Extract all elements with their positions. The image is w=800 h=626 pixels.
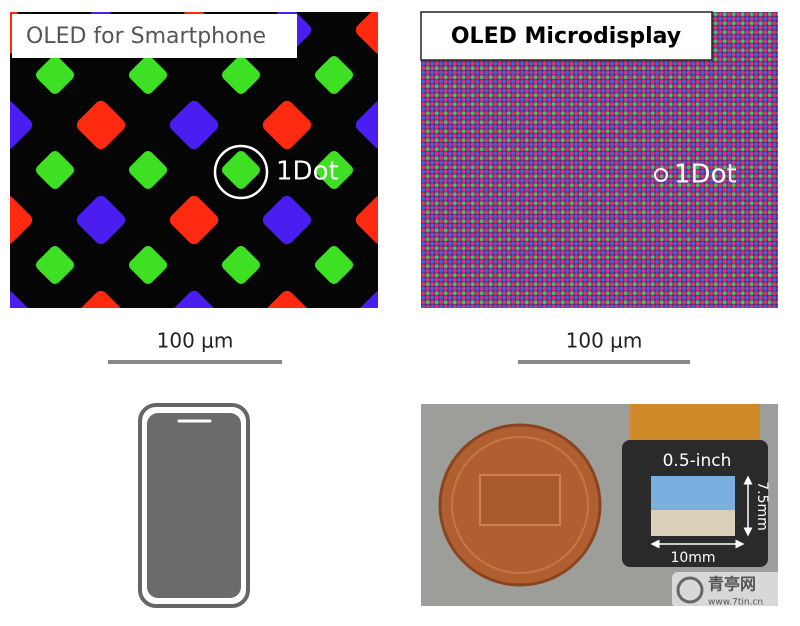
subpixel: [10, 195, 33, 245]
subpixel: [35, 245, 75, 285]
subpixel: [128, 245, 168, 285]
subpixel: [10, 100, 33, 150]
product-photo: [421, 404, 778, 606]
subpixel: [355, 195, 378, 245]
subpixel: [314, 245, 354, 285]
subpixel: [74, 383, 128, 437]
subpixel: [169, 195, 219, 245]
phone-screen: [147, 413, 241, 598]
subpixel: [262, 195, 312, 245]
scale-label: 100 μm: [157, 329, 234, 353]
dot-marker: [654, 168, 668, 182]
subpixel: [221, 55, 261, 95]
size-label: 10mm: [670, 550, 715, 566]
subpixel: [76, 195, 126, 245]
watermark-name: 青亭网: [708, 575, 756, 594]
subpixel: [314, 55, 354, 95]
size-label: 7.5mm: [754, 481, 770, 531]
subpixel: [353, 383, 407, 437]
subpixel: [76, 290, 126, 308]
subpixel: [406, 0, 448, 1]
subpixel: [313, 339, 355, 381]
size-label: 0.5-inch: [663, 451, 732, 471]
subpixel: [260, 383, 314, 437]
subpixel: [34, 0, 76, 1]
subpixel: [0, 383, 35, 437]
subpixel: [262, 100, 312, 150]
smartphone-pixels: [10, 12, 378, 308]
subpixel: [262, 290, 312, 308]
subpixel: [355, 290, 378, 308]
subpixel: [355, 100, 378, 150]
subpixel: [35, 150, 75, 190]
subpixel: [128, 55, 168, 95]
dot-label: 1Dot: [674, 160, 737, 190]
subpixel: [314, 150, 354, 190]
subpixel: [313, 0, 355, 1]
panel-label: OLED for Smartphone: [26, 24, 266, 49]
subpixel: [221, 150, 261, 190]
microdisplay-pixels: [421, 12, 778, 308]
subpixel: [406, 339, 448, 381]
label-box: [420, 11, 713, 61]
panel-label: OLED Microdisplay: [451, 24, 681, 49]
dot-label: 1Dot: [276, 157, 339, 187]
subpixel: [76, 100, 126, 150]
subpixel: [34, 339, 76, 381]
subpixel: [221, 245, 261, 285]
subpixel: [10, 290, 33, 308]
subpixel: [35, 55, 75, 95]
watermark-logo: [676, 576, 704, 604]
scale-label: 100 μm: [566, 329, 643, 353]
subpixel: [127, 0, 169, 1]
dot-marker: [213, 144, 269, 200]
watermark-bg: [672, 572, 788, 608]
subpixel: [355, 12, 378, 55]
subpixel: [169, 290, 219, 308]
watermark-url: www.7tin.cn: [708, 598, 763, 608]
label-box: [12, 14, 297, 58]
subpixel: [128, 150, 168, 190]
subpixel: [220, 0, 262, 1]
subpixel: [169, 100, 219, 150]
